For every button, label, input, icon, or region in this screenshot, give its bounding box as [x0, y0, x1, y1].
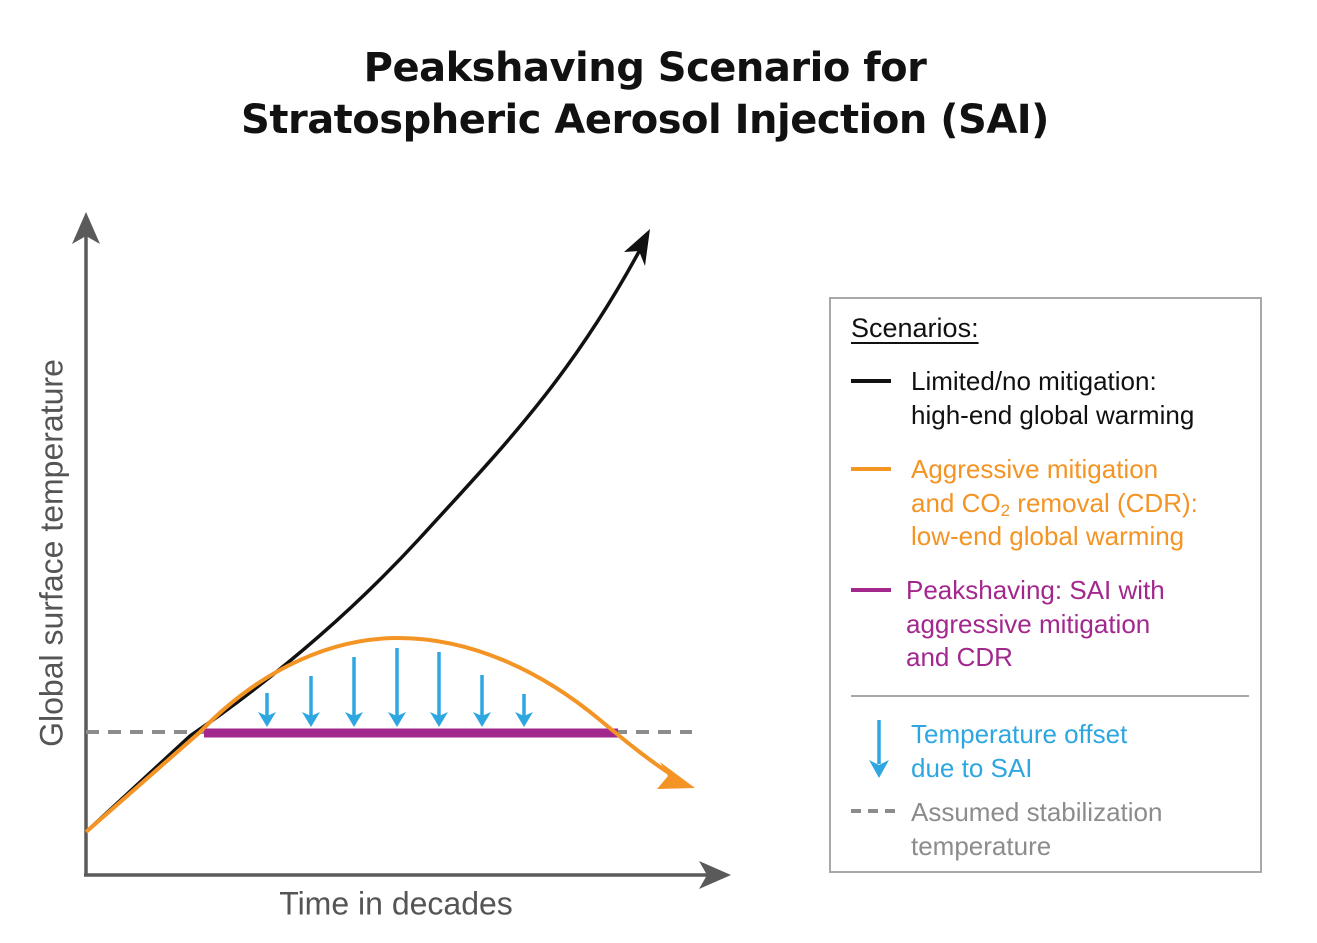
no-mitigation-curve: [84, 245, 644, 834]
legend-swatch-orange: [851, 467, 891, 471]
temperature-offset-arrows: [258, 648, 533, 727]
offset-arrow: [302, 676, 320, 727]
y-axis-arrowhead: [72, 212, 100, 244]
legend-text-no-mitigation: Limited/no mitigation: high-end global w…: [911, 366, 1195, 430]
x-axis-arrowhead: [699, 861, 731, 889]
offset-arrow: [388, 648, 406, 727]
aggressive-curve: [84, 635, 682, 834]
chart-title: Peakshaving Scenario for Stratospheric A…: [0, 42, 1290, 146]
legend-title: Scenarios:: [851, 313, 979, 343]
x-axis-label: Time in decades: [279, 885, 513, 922]
legend-text-stabilization: Assumed stabilization temperature: [911, 797, 1163, 861]
legend: Scenarios: Limited/no mitigation: high-e…: [829, 297, 1262, 873]
offset-arrow: [473, 675, 491, 727]
offset-arrow: [430, 652, 448, 727]
down-arrow-icon: [869, 720, 889, 778]
legend-text-offset: Temperature offset due to SAI: [911, 719, 1128, 783]
legend-swatch-black: [851, 379, 891, 383]
offset-arrow: [258, 693, 276, 727]
offset-arrow: [345, 657, 363, 727]
offset-arrow: [515, 694, 533, 727]
legend-text-peakshaving: Peakshaving: SAI with aggressive mitigat…: [906, 575, 1165, 672]
dashed-line-icon: [851, 809, 895, 813]
legend-swatch-magenta: [851, 588, 891, 592]
legend-divider: [851, 695, 1249, 697]
y-axis-label: Global surface temperature: [33, 359, 70, 747]
legend-text-aggressive: Aggressive mitigation and CO2 removal (C…: [911, 454, 1198, 551]
title-line-2: Stratospheric Aerosol Injection (SAI): [241, 97, 1049, 143]
aggressive-arrowhead: [657, 762, 695, 789]
no-mitigation-arrowhead: [624, 229, 650, 266]
title-line-1: Peakshaving Scenario for: [363, 45, 927, 91]
